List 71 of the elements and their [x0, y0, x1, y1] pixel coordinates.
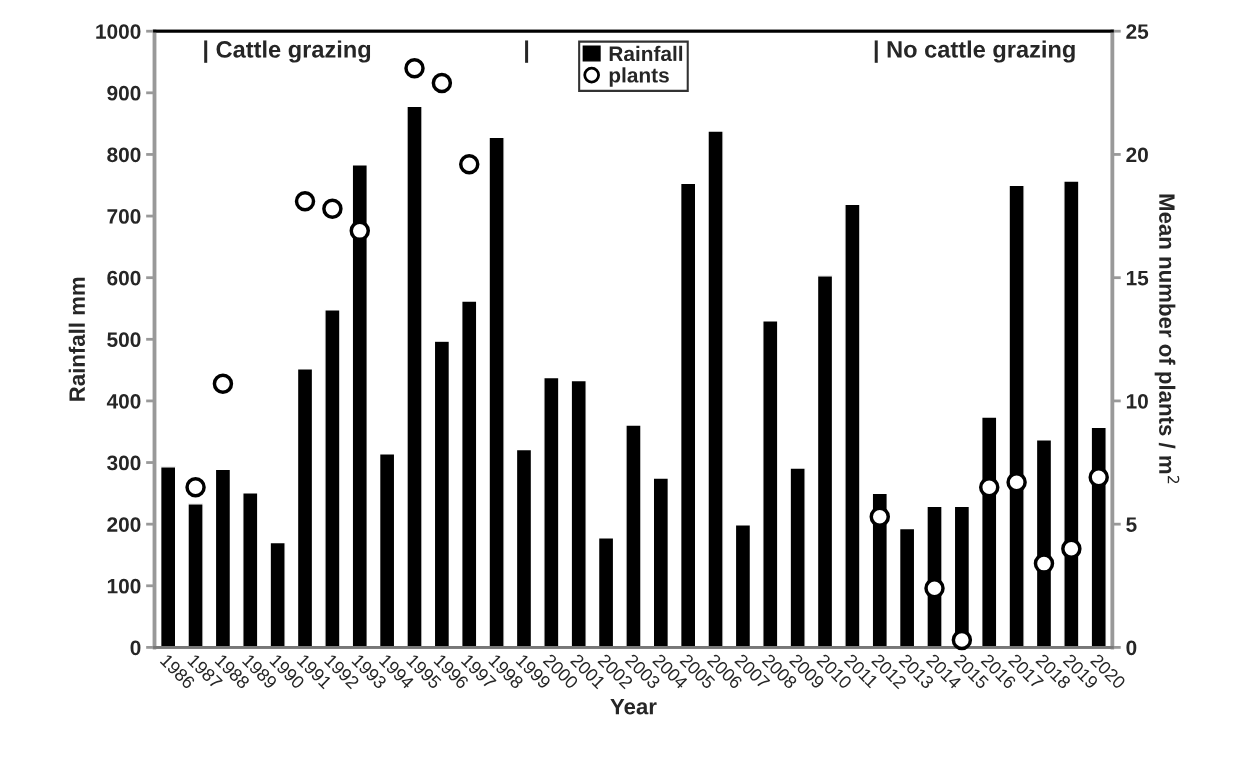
point	[212, 373, 234, 394]
bar	[214, 468, 232, 648]
x-axis-title: Year	[610, 698, 657, 715]
bar	[296, 368, 314, 648]
bar	[159, 466, 177, 648]
bar	[789, 467, 806, 648]
point	[924, 578, 945, 599]
bar	[762, 320, 779, 648]
y-tick-label: 400	[106, 393, 141, 409]
bar	[734, 524, 752, 648]
point	[349, 220, 371, 242]
bar	[351, 164, 368, 648]
bar	[679, 182, 697, 648]
y-tick-label: 500	[107, 332, 141, 348]
y2-tick-label: 10	[1126, 393, 1148, 409]
point	[869, 506, 891, 528]
annotation: |	[525, 40, 529, 63]
annotation: | Cattle grazing	[204, 40, 371, 63]
bar	[570, 379, 587, 648]
point	[431, 72, 453, 94]
y2-tick-label: 0	[1126, 640, 1137, 656]
y-tick-label: 300	[107, 455, 141, 471]
y-tick-label: 900	[107, 85, 141, 101]
point	[185, 476, 206, 498]
point	[404, 57, 425, 79]
bar	[187, 503, 204, 648]
bar	[515, 448, 533, 648]
bar	[433, 340, 451, 648]
point	[979, 476, 1000, 498]
bar	[269, 541, 286, 648]
y-tick-label: 200	[107, 517, 141, 532]
bar	[1063, 180, 1080, 648]
y-tick-label: 800	[107, 147, 141, 163]
annotation: | No cattle grazing	[874, 40, 1075, 63]
legend-label: Rainfall	[609, 45, 683, 62]
y2-axis-title: Mean number of plants / m$^{2}$	[1154, 194, 1180, 484]
bar	[461, 300, 478, 648]
y-tick-label: 0	[130, 640, 141, 656]
point	[1088, 467, 1109, 488]
point	[1033, 553, 1055, 574]
y-tick-label: 100	[107, 578, 141, 594]
bar	[597, 537, 615, 648]
point	[322, 198, 343, 219]
bar	[898, 527, 916, 648]
y-tick-label: 1000	[96, 24, 141, 39]
bar	[625, 424, 642, 648]
y-axis-title: Rainfall mm	[68, 277, 86, 401]
y2-tick-label: 20	[1126, 147, 1148, 163]
bar	[844, 203, 861, 648]
bar	[1090, 426, 1107, 648]
y-tick-label: 600	[107, 270, 141, 286]
bar	[378, 453, 396, 648]
bar	[242, 492, 259, 648]
bar	[406, 105, 423, 648]
bar	[707, 130, 724, 648]
y2-tick-label: 25	[1126, 24, 1149, 39]
point	[1061, 538, 1082, 560]
y2-tick-label: 15	[1126, 270, 1149, 286]
y-tick-label: 700	[107, 209, 141, 224]
point	[294, 191, 316, 212]
bar	[488, 136, 505, 648]
bar	[652, 477, 670, 648]
point	[458, 154, 480, 175]
bar	[816, 275, 834, 648]
legend-label: plants	[609, 67, 669, 87]
bar	[543, 376, 560, 648]
bar	[324, 309, 341, 648]
y2-tick-label: 5	[1126, 517, 1137, 532]
point	[951, 629, 973, 651]
bar	[1008, 184, 1025, 648]
point	[1006, 472, 1027, 493]
